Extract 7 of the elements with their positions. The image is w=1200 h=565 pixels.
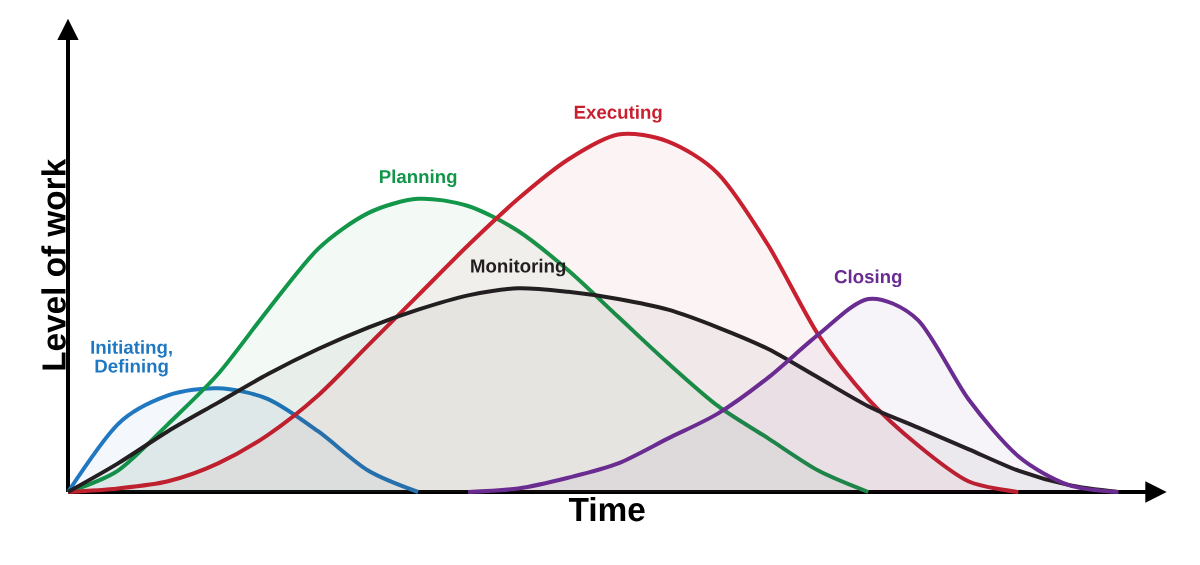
series-label: Closing bbox=[834, 269, 902, 288]
series-label: Monitoring bbox=[471, 258, 566, 277]
series-label: Initiating, Defining bbox=[91, 340, 172, 377]
series-label: Executing bbox=[574, 105, 662, 123]
x-axis-title: Time bbox=[568, 496, 645, 522]
y-axis-title: Level of work bbox=[41, 158, 66, 370]
series-label: Planning bbox=[379, 169, 457, 187]
